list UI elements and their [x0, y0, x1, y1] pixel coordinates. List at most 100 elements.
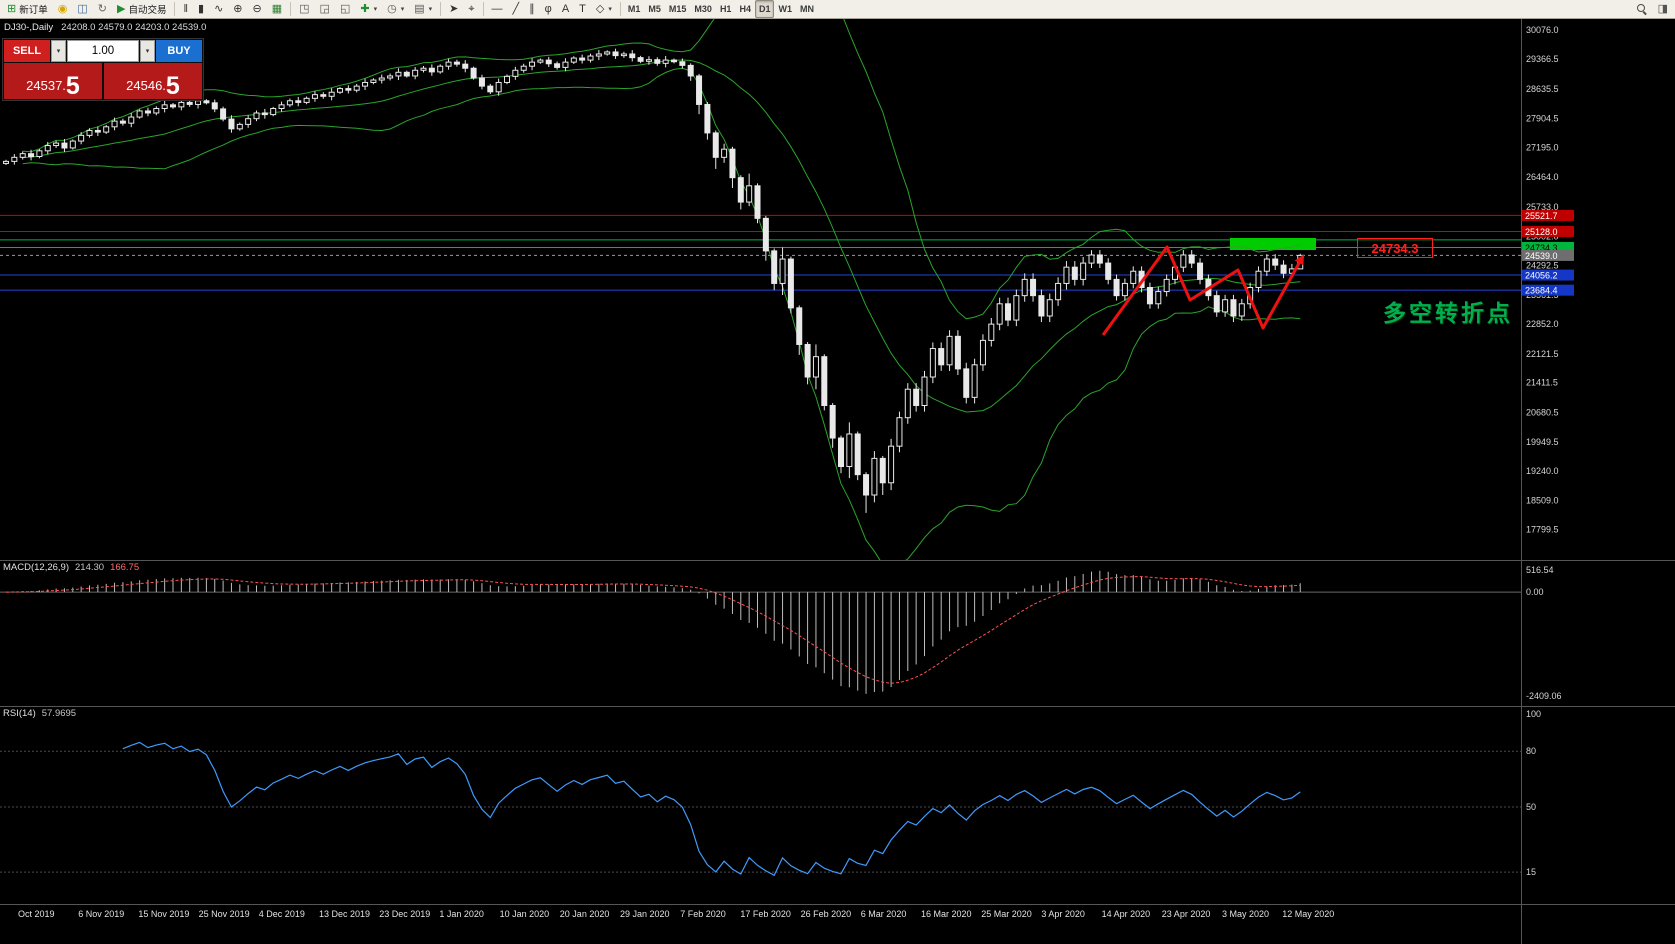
- timeframe-h1-button[interactable]: H1: [716, 0, 736, 18]
- timeframe-w1-button[interactable]: W1: [774, 0, 796, 18]
- svg-text:13 Dec 2019: 13 Dec 2019: [319, 909, 370, 919]
- panel-separators: [0, 19, 1675, 944]
- price-badge: [1522, 209, 1574, 221]
- svg-text:29 Jan 2020: 29 Jan 2020: [620, 909, 670, 919]
- svg-text:Oct 2019: Oct 2019: [18, 909, 55, 919]
- indicator-list-icon[interactable]: ◳: [294, 0, 314, 18]
- timeframe-mn-button-label: MN: [799, 4, 814, 14]
- svg-text:22852.0: 22852.0: [1526, 319, 1559, 329]
- chart-shift-icon[interactable]: ◱: [335, 0, 355, 18]
- magnifier-glass-icon: [1636, 3, 1648, 15]
- zoom-in-icon-glyph: ⊕: [233, 2, 243, 15]
- auto-trading-button-label: 自动交易: [128, 5, 167, 16]
- shapes-menu-button[interactable]: ◇ ▾: [591, 0, 617, 18]
- bar-chart-type-icon[interactable]: ‖: [178, 0, 193, 18]
- macd-signal-line: [5, 576, 1301, 684]
- new-order-button[interactable]: ⊞ 新订单: [2, 0, 53, 18]
- label-tool-icon[interactable]: T: [574, 0, 591, 18]
- chart-title: DJ30-,Daily 24208.0 24579.0 24203.0 24539…: [4, 22, 206, 33]
- svg-text:17 Feb 2020: 17 Feb 2020: [740, 909, 791, 919]
- rsi-plot: [0, 741, 1521, 877]
- svg-text:22121.5: 22121.5: [1526, 349, 1559, 359]
- svg-text:27904.5: 27904.5: [1526, 113, 1559, 123]
- line-chart-type-icon[interactable]: ∿: [209, 0, 228, 18]
- timeframe-h4-button[interactable]: H4: [735, 0, 755, 18]
- dock-window-icon[interactable]: ◨: [1653, 0, 1673, 18]
- macd-name: MACD(12,26,9): [3, 562, 69, 573]
- toolbar-sep: [482, 2, 484, 16]
- svg-text:-2409.06: -2409.06: [1526, 691, 1562, 701]
- timeframe-w1-button-label: W1: [778, 4, 792, 14]
- object-list-icon-glyph: ◲: [319, 2, 330, 15]
- main-toolbar: ⊞ 新订单 ◉ ◫ ↻ ▶ 自动交易 ‖ ▮ ∿ ⊕ ⊖ ▦ ◳ ◲ ◱ ✚ ▾ ◷ ▾ ▤ ▾ ➤ ⌖ — ╱ ∥ φ A T ◇ ▾ M1 M…: [0, 0, 1675, 19]
- svg-text:23684.4: 23684.4: [1525, 286, 1558, 296]
- refresh-icon[interactable]: ↻: [93, 0, 112, 18]
- sell-price-frac: 5: [65, 71, 80, 100]
- toolbar-sep: [619, 2, 621, 16]
- volume-input[interactable]: 1.00: [67, 40, 139, 62]
- svg-text:20680.5: 20680.5: [1526, 407, 1559, 417]
- add-indicator-button-glyph: ✚: [360, 2, 370, 15]
- template-menu-button[interactable]: ▤ ▾: [409, 0, 437, 18]
- zoom-in-icon[interactable]: ⊕: [228, 0, 247, 18]
- bollinger-upper-band: [22, 19, 1301, 320]
- volume-dropdown[interactable]: ▾: [51, 40, 66, 62]
- price-callout[interactable]: 24734.3: [1357, 238, 1433, 258]
- auto-trading-button-glyph: ▶: [116, 2, 126, 15]
- auto-trading-button[interactable]: ▶ 自动交易: [112, 0, 171, 18]
- text-tool-icon[interactable]: A: [557, 0, 574, 18]
- buy-price-display[interactable]: 24546. 5: [104, 63, 202, 99]
- timeframe-m1-button[interactable]: M1: [624, 0, 645, 18]
- trendline-tool-icon[interactable]: ╱: [508, 0, 525, 18]
- fibonacci-tool-icon[interactable]: φ: [540, 0, 557, 18]
- search-icon[interactable]: [1632, 0, 1653, 18]
- annotation-text: 多空转折点: [1383, 300, 1513, 326]
- timeframe-d1-button-label: D1: [758, 4, 771, 14]
- zoom-out-icon[interactable]: ⊖: [248, 0, 267, 18]
- timeframe-m5-button-label: M5: [648, 4, 661, 14]
- tile-windows-icon[interactable]: ▦: [267, 0, 287, 18]
- channel-tool-icon[interactable]: ∥: [524, 0, 540, 18]
- sell-price-display[interactable]: 24537. 5: [4, 63, 102, 99]
- timeframe-mn-button[interactable]: MN: [796, 0, 818, 18]
- chevron-down-icon: ▾: [400, 6, 405, 13]
- svg-text:24056.2: 24056.2: [1525, 271, 1558, 281]
- svg-text:18509.0: 18509.0: [1526, 496, 1559, 506]
- timeframe-m30-button[interactable]: M30: [690, 0, 716, 18]
- svg-text:14 Apr 2020: 14 Apr 2020: [1102, 909, 1151, 919]
- price-badge: [1522, 284, 1574, 296]
- new-chart-icon-glyph: ◫: [77, 2, 88, 15]
- crosshair-tool-icon[interactable]: ⌖: [463, 0, 479, 18]
- timeframe-m15-button-label: M15: [668, 4, 687, 14]
- new-chart-icon[interactable]: ◫: [72, 0, 92, 18]
- rsi-name: RSI(14): [3, 708, 36, 719]
- period-menu-button[interactable]: ◷ ▾: [382, 0, 409, 18]
- timeframe-m15-button[interactable]: M15: [665, 0, 691, 18]
- cursor-tool-icon[interactable]: ➤: [444, 0, 463, 18]
- chart-ideas-icon[interactable]: ◉: [53, 0, 73, 18]
- timeframe-d1-button[interactable]: D1: [754, 0, 775, 18]
- sell-button[interactable]: SELL: [4, 40, 50, 62]
- svg-text:20 Jan 2020: 20 Jan 2020: [560, 909, 610, 919]
- object-list-icon[interactable]: ◲: [315, 0, 335, 18]
- date-axis[interactable]: Oct 2019 6 Nov 2019 15 Nov 2019 25 Nov 2019…: [18, 909, 1334, 919]
- shapes-menu-button-glyph: ◇: [595, 2, 605, 15]
- add-indicator-button[interactable]: ✚ ▾: [355, 0, 382, 18]
- rsi-line: [122, 741, 1301, 877]
- svg-text:80: 80: [1526, 746, 1536, 756]
- zoom-out-icon-glyph: ⊖: [252, 2, 262, 15]
- macd-signal-value: 166.75: [110, 562, 140, 573]
- svg-text:19240.0: 19240.0: [1526, 466, 1559, 476]
- volume-stepper[interactable]: ▾: [140, 40, 155, 62]
- symbol-period-label: DJ30-,Daily: [4, 22, 54, 33]
- hline-tool-icon[interactable]: —: [487, 0, 508, 18]
- chevron-down-icon: ▾: [373, 6, 378, 13]
- svg-text:25521.7: 25521.7: [1525, 211, 1558, 221]
- timeframe-m5-button[interactable]: M5: [644, 0, 665, 18]
- zigzag-annotation[interactable]: [1101, 245, 1305, 336]
- text-tool-icon-glyph: A: [561, 2, 570, 15]
- toolbar-sep: [174, 2, 176, 16]
- candlestick-type-icon[interactable]: ▮: [193, 0, 209, 18]
- buy-button[interactable]: BUY: [156, 40, 202, 62]
